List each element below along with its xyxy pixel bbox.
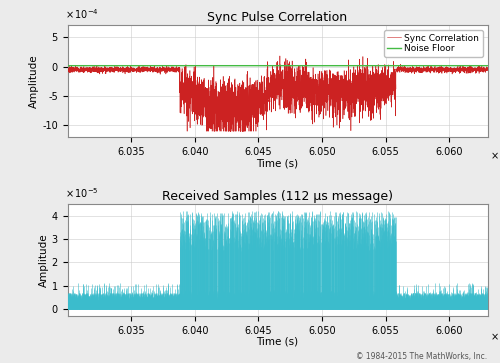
Noise Floor xyxy=(64,64,70,68)
Text: $\times\,10^{-4}$: $\times\,10^{-4}$ xyxy=(66,7,100,21)
Sync Correlation xyxy=(484,69,490,73)
Sync Correlation xyxy=(410,68,416,73)
Sync Correlation xyxy=(378,92,384,96)
Text: $\times\,10^{-5}$: $\times\,10^{-5}$ xyxy=(66,186,99,200)
X-axis label: Time (s): Time (s) xyxy=(256,158,298,168)
Noise Floor xyxy=(141,64,147,68)
Y-axis label: Amplitude: Amplitude xyxy=(29,54,39,108)
Sync Correlation xyxy=(225,128,231,132)
Noise Floor xyxy=(225,64,231,68)
Noise Floor xyxy=(484,64,490,68)
Noise Floor xyxy=(338,64,344,68)
Sync Correlation xyxy=(64,65,70,69)
Sync Correlation xyxy=(184,129,190,133)
Text: $\times\,10^{5}$: $\times\,10^{5}$ xyxy=(490,148,500,162)
Noise Floor xyxy=(316,64,322,68)
Sync Correlation xyxy=(141,69,147,74)
Sync Correlation xyxy=(316,106,322,110)
Legend: Sync Correlation, Noise Floor: Sync Correlation, Noise Floor xyxy=(384,30,483,57)
Y-axis label: Amplitude: Amplitude xyxy=(39,233,49,287)
Noise Floor xyxy=(410,64,416,68)
Noise Floor xyxy=(378,64,384,68)
Line: Sync Correlation: Sync Correlation xyxy=(68,56,488,131)
Sync Correlation xyxy=(277,54,283,58)
X-axis label: Time (s): Time (s) xyxy=(256,337,298,347)
Title: Sync Pulse Correlation: Sync Pulse Correlation xyxy=(208,11,348,24)
Text: © 1984-2015 The MathWorks, Inc.: © 1984-2015 The MathWorks, Inc. xyxy=(356,352,488,361)
Title: Received Samples (112 μs message): Received Samples (112 μs message) xyxy=(162,190,393,203)
Sync Correlation xyxy=(338,87,344,91)
Text: $\times\,10^{5}$: $\times\,10^{5}$ xyxy=(490,329,500,343)
